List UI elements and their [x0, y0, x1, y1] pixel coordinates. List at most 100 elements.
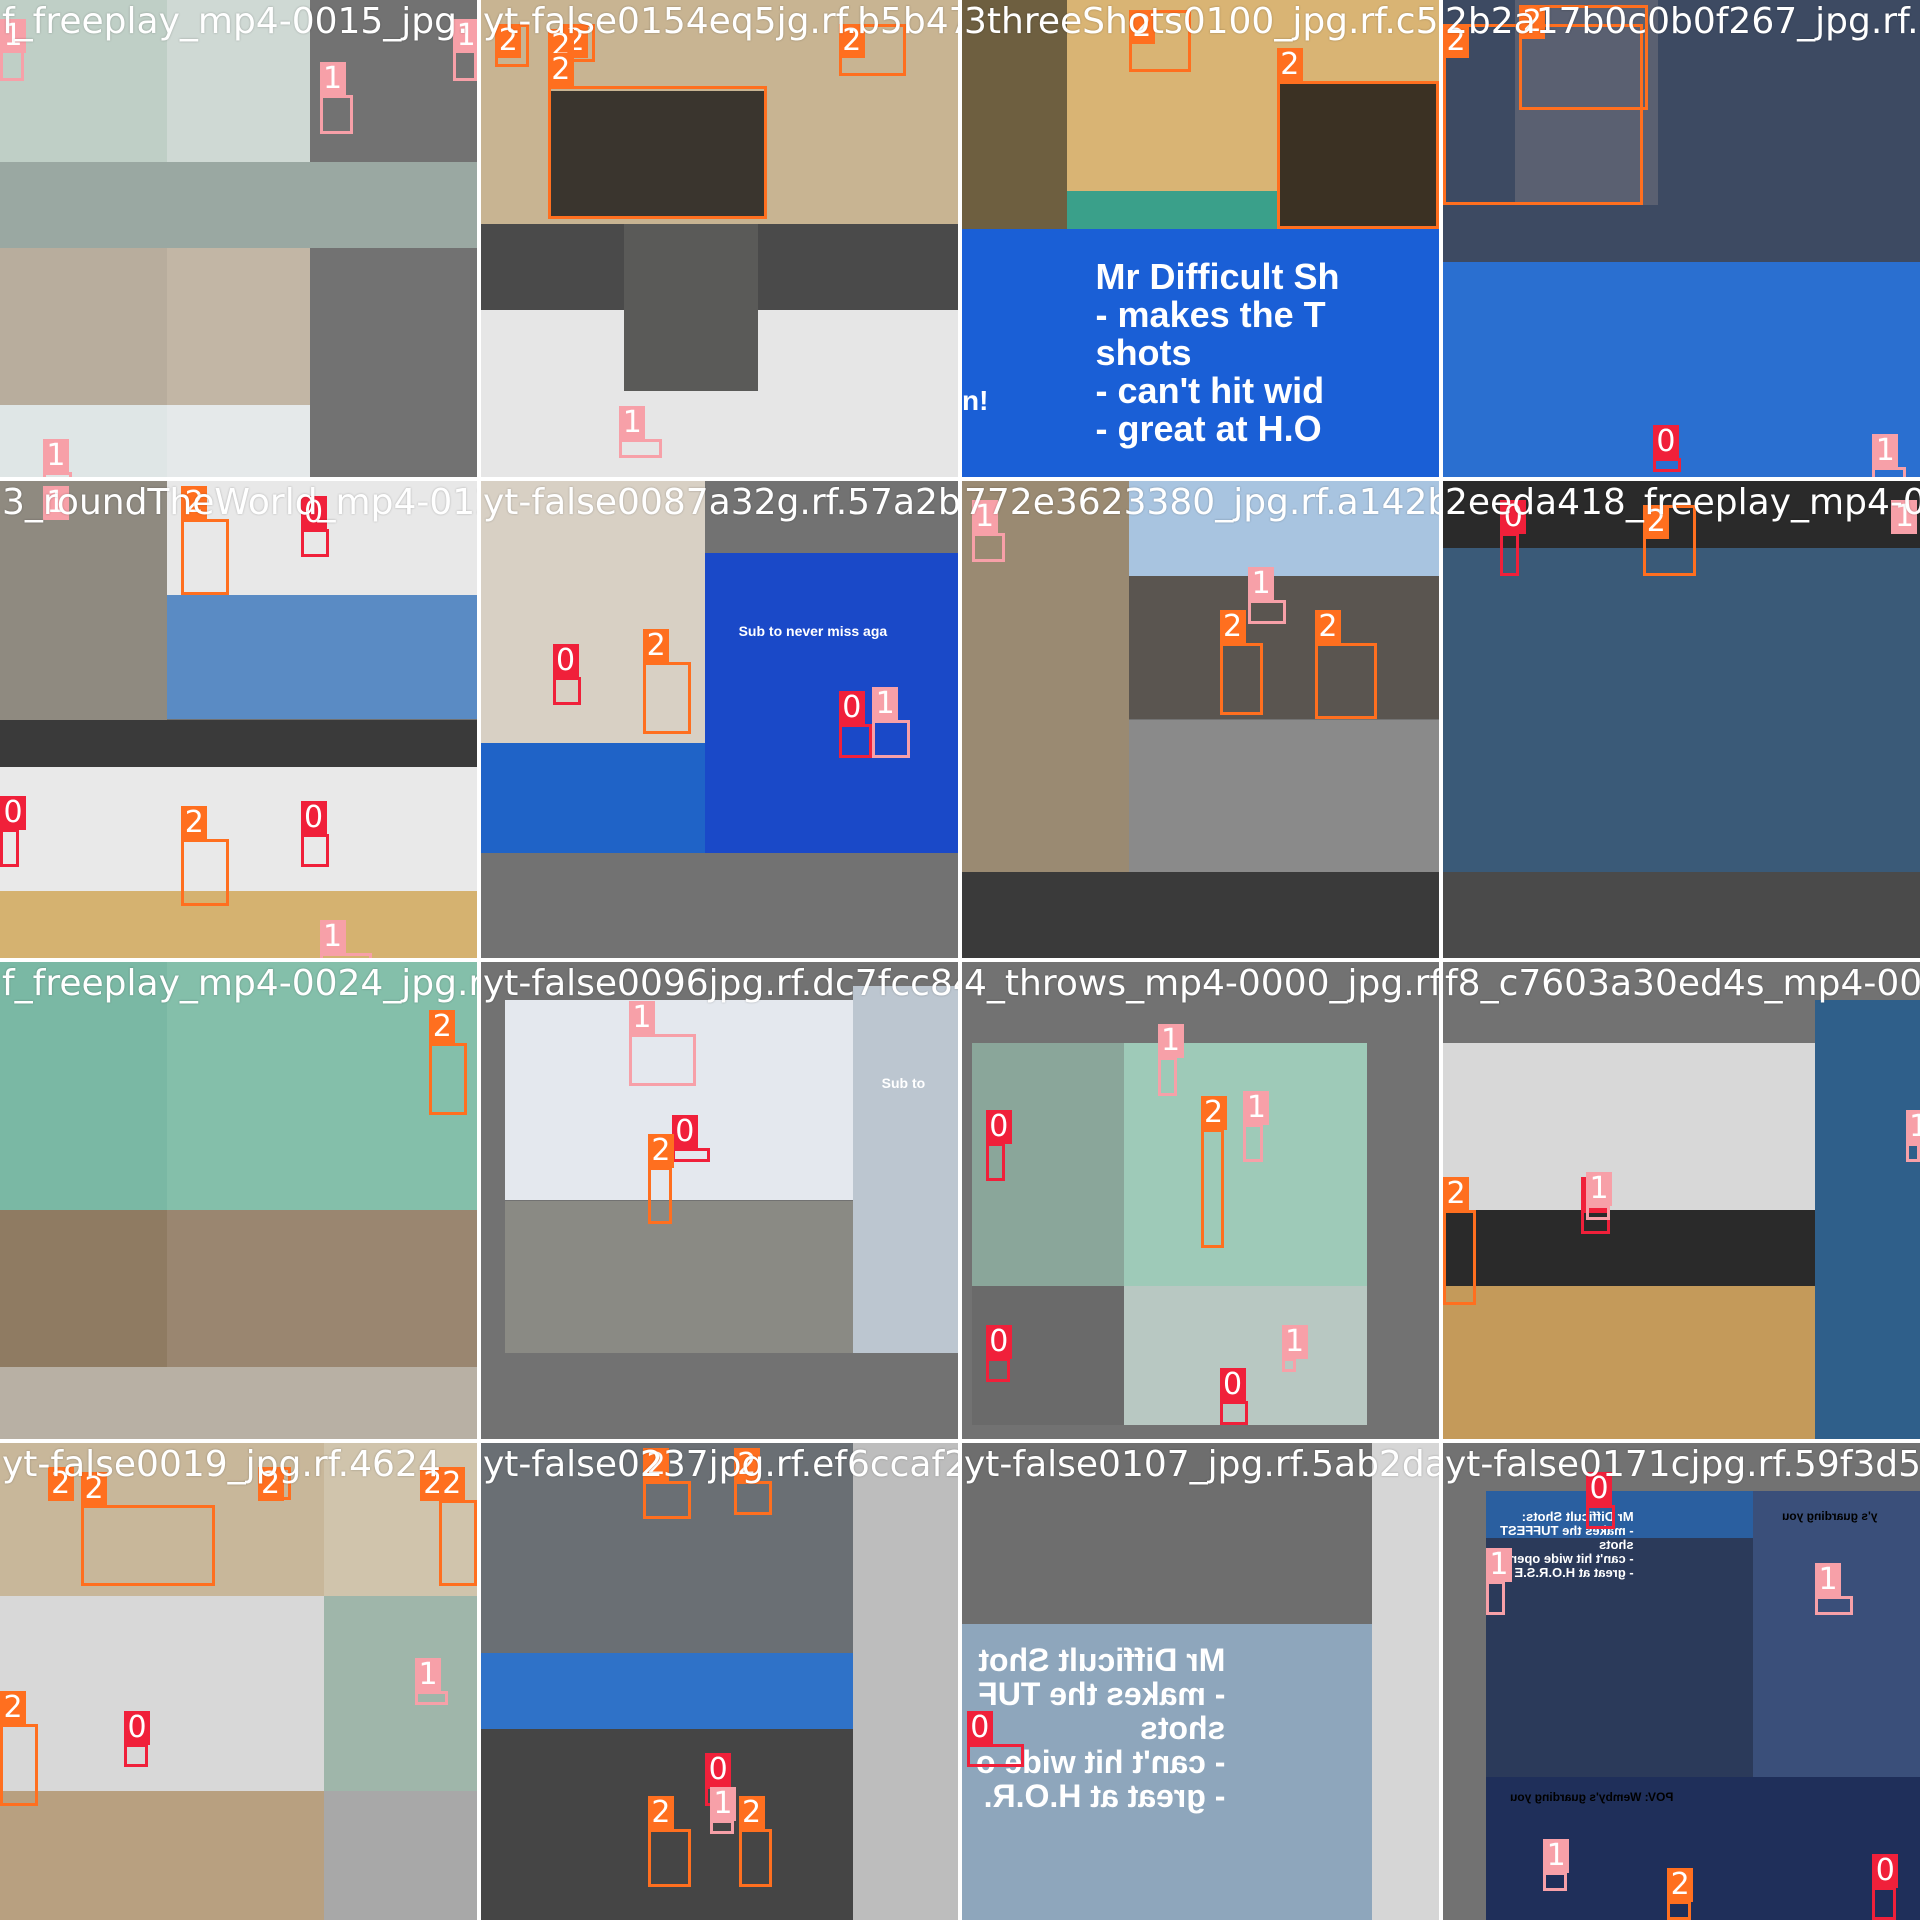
- image-region: [481, 1652, 854, 1730]
- image-region: [1372, 1443, 1439, 1920]
- tile-filename-caption: 3threeShots0100_jpg.rf.c58c: [964, 1, 1439, 42]
- bounding-box-label: 2: [1314, 610, 1341, 645]
- bounding-box-class-2: 2: [647, 1796, 691, 1887]
- overlay-caption-text: Sub to: [881, 1075, 926, 1092]
- image-region: [504, 1200, 854, 1354]
- overlay-caption-text: POV: Wemby's guarding you: [1509, 1790, 1674, 1805]
- tile-filename-caption: yt-false0154eq5jg.rf.b5b47093: [483, 1, 958, 42]
- tile-filename-caption: 2b2a17b0c0b0f267_jpg.rf.a7684c2: [1445, 1, 1920, 42]
- bounding-box-label: 2: [838, 23, 865, 58]
- bounding-box-label: 2: [647, 1134, 674, 1169]
- bounding-box-label: 1: [1586, 1172, 1613, 1207]
- bounding-box-label: 2: [495, 23, 522, 58]
- bounding-box-label: 2: [181, 805, 208, 840]
- image-region: [0, 481, 167, 720]
- image-region: [705, 552, 958, 854]
- mosaic-tile: Mr Difficult Sh - makes the T shots - ca…: [962, 0, 1439, 477]
- image-region: [853, 985, 958, 1354]
- image-region: [962, 228, 1439, 477]
- tile-filename-caption: 3_roundTheWorld_mp4-0120: [2, 482, 477, 523]
- mosaic-tile: 2 f_freeplay_mp4-0024_jpg.r: [0, 962, 477, 1439]
- image-region: [1443, 872, 1920, 958]
- bounding-box-label: 1: [319, 62, 346, 97]
- image-region: [166, 962, 477, 1211]
- bounding-box-class-2: 2: [838, 23, 906, 77]
- image-region: [324, 1595, 477, 1792]
- overlay-caption-text: Mr Difficult Shot - makes the TUF shots …: [976, 1642, 1226, 1815]
- bounding-box-class-2: 2: [495, 23, 529, 67]
- bounding-box-class-0: 0: [985, 1110, 1012, 1182]
- bounding-box-label: 1: [1157, 1024, 1184, 1059]
- bounding-box-label: 1: [971, 500, 998, 535]
- image-region: [962, 872, 1439, 958]
- bounding-box-label: 0: [0, 796, 26, 831]
- bounding-box-class-1: 1: [453, 19, 477, 82]
- bounding-box-class-0: 0: [300, 800, 330, 868]
- bounding-box-label: 0: [1872, 1853, 1899, 1888]
- bounding-box-class-2: 2: [738, 1796, 772, 1887]
- bounding-box-label: 1: [1905, 1110, 1920, 1145]
- bounding-box-label: 0: [838, 691, 865, 726]
- image-region: [1485, 1538, 1754, 1777]
- bounding-box-label: 2: [733, 1448, 760, 1483]
- bounding-box-class-2: 2: [1643, 504, 1696, 577]
- bounding-box-class-2: 2: [1200, 1095, 1227, 1249]
- bounding-box-label: 1: [1281, 1324, 1308, 1359]
- bounding-box-label: 1: [628, 1000, 655, 1035]
- bounding-box-label: 0: [705, 1753, 732, 1788]
- bounding-box-class-1: 1: [1485, 1548, 1512, 1615]
- bounding-box-class-2: 2: [81, 1472, 215, 1587]
- bounding-box-class-0: 0: [0, 796, 26, 868]
- bounding-box-class-1: 1: [1891, 500, 1918, 535]
- bounding-box-label: 1: [453, 19, 477, 54]
- image-region: [166, 1210, 477, 1368]
- image-region: [962, 1443, 1373, 1625]
- tile-filename-caption: yt-false0019_jpg.rf.4624: [2, 1444, 441, 1485]
- image-region: [0, 248, 167, 406]
- tile-filename-caption: 772e3623380_jpg.rf.a142ba42: [964, 482, 1439, 523]
- bounding-box-label: 0: [552, 643, 579, 678]
- bounding-box-class-1: 1: [872, 686, 911, 758]
- bounding-box-class-1: 1: [971, 500, 1005, 563]
- bounding-box-label: 2: [1643, 504, 1670, 539]
- bounding-box-label: 1: [619, 405, 646, 440]
- bounding-box-label: 0: [124, 1710, 151, 1745]
- image-region: [0, 1367, 477, 1439]
- image-region: [971, 1043, 1125, 1287]
- image-region: [0, 405, 167, 477]
- image-region: [166, 405, 311, 477]
- image-region: [0, 719, 477, 768]
- bounding-box-label: 0: [300, 800, 327, 835]
- image-region: [324, 1791, 477, 1920]
- bounding-box-label: 0: [1500, 500, 1527, 535]
- bounding-box-class-2: 2: [1219, 610, 1263, 715]
- image-region: [1753, 1490, 1920, 1777]
- bounding-box-class-1: 1: [42, 485, 69, 520]
- image-region: [0, 1595, 325, 1792]
- image-region: [1128, 576, 1439, 720]
- bounding-box-class-2: 2: [257, 1466, 291, 1501]
- mosaic-tile: 2 2 2 2 2 1 0 2 yt-false0019_jpg.rf.4624: [0, 1443, 477, 1920]
- bounding-box-label: 1: [319, 920, 346, 955]
- image-region: [0, 1791, 325, 1920]
- bounding-box-class-0: 0: [1500, 500, 1527, 577]
- bounding-box-label: 2: [429, 1010, 456, 1045]
- image-region: [1124, 1043, 1368, 1287]
- bounding-box-class-1: 1: [1243, 1091, 1270, 1163]
- bounding-box-class-1: 1: [42, 439, 72, 477]
- tile-filename-caption: yt-false0096jpg.rf.dc7fcc84: [483, 963, 958, 1004]
- bounding-box-class-1: 1: [1281, 1324, 1308, 1373]
- bounding-box-class-0: 0: [300, 495, 330, 558]
- overlay-caption-text: y's guarding you: [1781, 1508, 1878, 1523]
- overlay-caption-text: Sub to never miss aga: [738, 623, 888, 640]
- image-region: [481, 481, 706, 744]
- mosaic-tile: Sub to 1 0 2 yt-false0096jpg.rf.dc7fcc84: [481, 962, 958, 1439]
- overlay-caption-text: n!: [962, 385, 989, 417]
- bounding-box-class-1: 1: [619, 405, 663, 458]
- image-region: [1443, 1043, 1816, 1211]
- bounding-box-class-1: 1: [1815, 1562, 1854, 1615]
- bounding-box-class-2: 2: [438, 1467, 477, 1587]
- bounding-box-class-1: 1: [319, 920, 373, 958]
